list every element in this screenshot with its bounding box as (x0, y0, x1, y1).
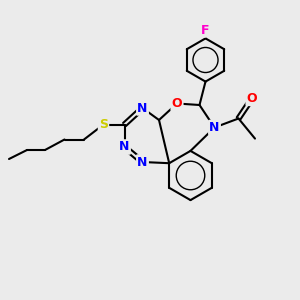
Text: F: F (201, 23, 210, 37)
Text: S: S (99, 118, 108, 131)
Text: N: N (209, 121, 220, 134)
Text: N: N (137, 101, 148, 115)
Text: O: O (172, 97, 182, 110)
Text: O: O (247, 92, 257, 105)
Text: N: N (137, 155, 148, 169)
Text: N: N (119, 140, 130, 154)
